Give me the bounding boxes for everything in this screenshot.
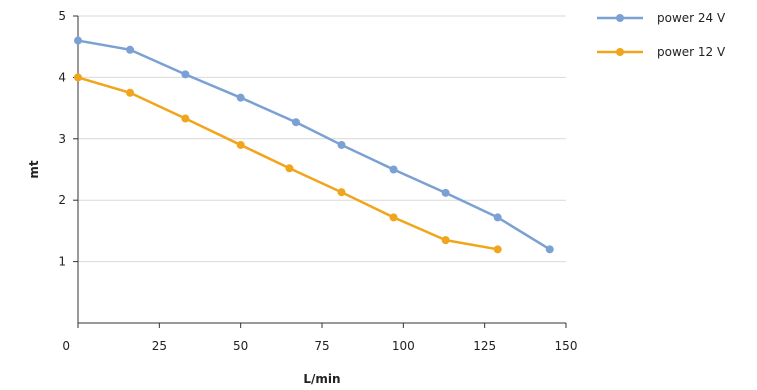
series-2-point-9 xyxy=(493,245,502,254)
y-tick-label-1: 1 xyxy=(58,255,66,269)
legend-1-label: power 24 V xyxy=(657,11,726,25)
series-1-point-7 xyxy=(389,165,398,174)
x-tick-label-25: 25 xyxy=(152,339,167,353)
legend: power 24 V power 12 V xyxy=(597,11,726,59)
x-tick-label-0: 0 xyxy=(62,339,70,353)
x-tick-label-150: 150 xyxy=(555,339,578,353)
series-2-point-8 xyxy=(441,236,450,245)
legend-2-label: power 12 V xyxy=(657,45,726,59)
series-2-point-3 xyxy=(181,114,190,123)
series-1-point-4 xyxy=(236,93,245,102)
y-tick-label-2: 2 xyxy=(58,193,66,207)
series-1-point-5 xyxy=(291,118,300,127)
series-2-point-4 xyxy=(236,140,245,149)
x-tick-label-75: 75 xyxy=(314,339,329,353)
legend-2-marker xyxy=(616,48,624,56)
axes xyxy=(73,15,567,328)
y-axis-label: mt xyxy=(27,160,41,179)
series-2-line xyxy=(77,76,498,251)
series-2-point-1 xyxy=(74,73,82,82)
series-lines xyxy=(74,36,554,254)
y-tick-label-5: 5 xyxy=(58,9,66,23)
series-1-point-9 xyxy=(493,213,502,222)
y-tick-label-3: 3 xyxy=(58,132,66,146)
series-1-point-3 xyxy=(181,70,190,79)
grid-lines xyxy=(78,15,566,263)
series-1-point-6 xyxy=(337,140,346,149)
x-axis-label: L/min xyxy=(303,372,340,386)
series-1-line xyxy=(77,39,551,251)
series-1-point-10 xyxy=(545,245,554,254)
series-2-point-5 xyxy=(285,164,294,173)
series-2-point-2 xyxy=(126,88,135,97)
series-2-point-7 xyxy=(389,213,398,222)
series-1-point-1 xyxy=(74,36,82,45)
x-tick-label-50: 50 xyxy=(233,339,248,353)
legend-1-marker xyxy=(616,14,624,22)
y-tick-label-4: 4 xyxy=(58,70,66,84)
series-2-point-6 xyxy=(337,188,346,197)
x-tick-label-100: 100 xyxy=(392,339,415,353)
series-1-point-2 xyxy=(126,45,135,54)
series-1-point-8 xyxy=(441,188,450,197)
x-tick-label-125: 125 xyxy=(473,339,496,353)
